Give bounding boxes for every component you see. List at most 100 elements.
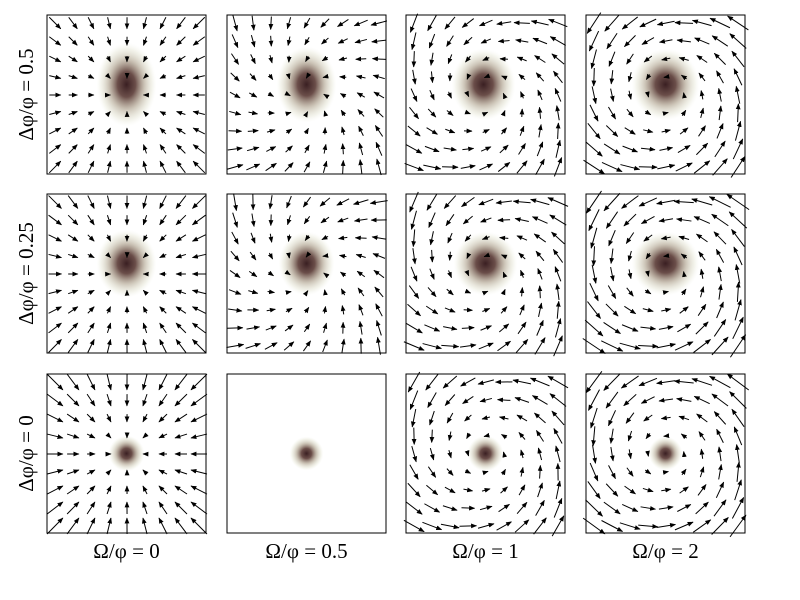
field-arrow: [444, 307, 456, 313]
field-arrow: [447, 251, 453, 261]
field-arrow: [231, 34, 239, 49]
field-arrow: [699, 107, 705, 118]
field-arrow: [677, 504, 692, 512]
field-arrow: [285, 307, 293, 314]
panel: [403, 191, 569, 357]
field-arrow: [734, 299, 742, 321]
field-arrow: [106, 374, 112, 391]
field-arrow: [159, 338, 167, 353]
field-arrow: [674, 521, 694, 531]
field-arrow: [733, 426, 743, 446]
field-arrow: [320, 18, 330, 28]
field-arrow: [322, 322, 328, 333]
field-arrow: [442, 505, 458, 511]
field-arrow: [620, 375, 639, 389]
field-arrow: [159, 322, 167, 334]
field-arrow: [141, 374, 148, 391]
field-arrow: [711, 213, 729, 227]
field-arrow: [232, 212, 238, 228]
field-arrow: [338, 56, 348, 62]
field-arrow: [191, 253, 206, 259]
field-arrow: [518, 484, 526, 496]
field-arrow: [497, 217, 511, 223]
field-arrow: [464, 109, 471, 115]
panel-frame: [585, 14, 746, 175]
field-arrow: [674, 20, 694, 26]
field-arrow: [638, 197, 658, 207]
field-arrow: [175, 338, 187, 353]
field-arrow: [322, 160, 328, 173]
field-arrow: [520, 269, 525, 278]
field-arrow: [190, 433, 208, 439]
field-arrow: [105, 127, 111, 135]
field-arrow: [680, 288, 687, 296]
field-arrow: [698, 72, 706, 82]
field-arrow: [609, 248, 615, 264]
field-arrow: [679, 486, 689, 494]
field-arrow: [174, 393, 188, 407]
field-arrow: [106, 215, 112, 226]
field-arrow: [627, 250, 633, 262]
field-arrow: [447, 232, 453, 244]
field-arrow: [159, 253, 167, 259]
field-arrow: [554, 445, 561, 463]
density-blob: [108, 435, 145, 472]
field-arrow: [354, 38, 368, 44]
field-arrow: [249, 73, 257, 81]
field-arrow: [374, 125, 384, 137]
field-arrow: [105, 252, 111, 258]
field-arrow: [247, 128, 259, 134]
field-arrow: [67, 322, 79, 334]
field-arrow: [643, 128, 654, 134]
field-arrow: [733, 68, 743, 86]
field-arrow: [642, 487, 654, 493]
field-arrow: [695, 321, 709, 335]
field-arrow: [554, 266, 562, 282]
field-arrow: [537, 302, 543, 318]
field-arrow: [267, 289, 276, 295]
field-arrow: [68, 74, 78, 80]
field-arrow: [713, 499, 727, 517]
field-arrow: [553, 428, 563, 444]
field-arrow: [693, 216, 711, 224]
field-arrow: [676, 397, 692, 402]
field-arrow: [446, 110, 454, 116]
field-arrow: [106, 17, 112, 30]
field-arrow: [176, 110, 186, 116]
field-arrow: [731, 496, 745, 519]
field-arrow: [462, 215, 473, 225]
field-arrow: [713, 319, 727, 337]
field-arrow: [516, 160, 528, 174]
field-arrow: [46, 413, 64, 423]
field-arrow: [48, 253, 63, 259]
field-arrow: [410, 88, 418, 102]
field-arrow: [601, 161, 623, 173]
field-arrow: [482, 470, 489, 476]
field-arrow: [322, 305, 328, 314]
field-arrow: [516, 501, 528, 514]
field-arrow: [143, 72, 150, 79]
field-arrow: [644, 109, 652, 116]
field-arrow: [732, 138, 744, 160]
field-arrow: [67, 214, 79, 226]
field-arrow: [625, 232, 635, 244]
field-arrow: [284, 269, 291, 276]
field-arrow: [480, 325, 492, 331]
field-arrow: [715, 481, 725, 499]
field-arrow: [87, 144, 95, 154]
field-arrow: [731, 228, 745, 247]
field-arrow: [410, 210, 417, 230]
field-arrow: [66, 413, 80, 423]
field-arrow: [48, 322, 62, 334]
field-arrow: [536, 319, 544, 336]
field-arrow: [549, 214, 567, 226]
field-arrow: [408, 285, 420, 299]
field-arrow: [680, 433, 688, 440]
panel: [582, 190, 750, 358]
field-arrow: [340, 143, 346, 155]
field-arrow: [48, 16, 62, 30]
field-arrow: [638, 343, 659, 349]
field-arrow: [656, 522, 677, 529]
field-arrow: [693, 339, 711, 353]
field-arrow: [537, 464, 543, 479]
